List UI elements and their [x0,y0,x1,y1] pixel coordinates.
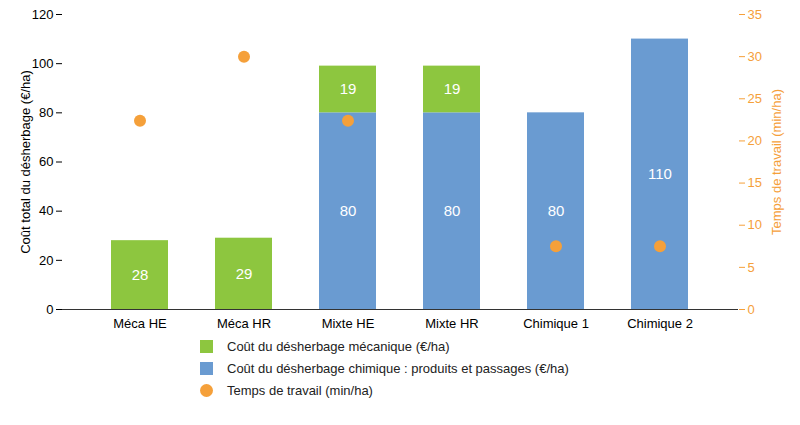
svg-text:Temps de travail (min/ha): Temps de travail (min/ha) [769,89,784,235]
svg-text:40: 40 [39,203,53,218]
svg-text:Mixte HR: Mixte HR [425,316,478,331]
html-text:Temps de travail (min/ha): Temps de travail (min/ha) [227,382,373,398]
html-text:Coût du désherbage mécanique (: Coût du désherbage mécanique (€/ha) [227,338,450,354]
svg-text:80: 80 [39,105,53,120]
svg-text:100: 100 [32,56,54,71]
svg-text:10: 10 [748,217,762,232]
svg-text:28: 28 [132,266,149,283]
svg-text:Méca HE: Méca HE [113,316,167,331]
svg-text:19: 19 [340,80,357,97]
svg-text:Chimique 1: Chimique 1 [523,316,589,331]
svg-text:110: 110 [648,165,672,182]
svg-text:Coût total du désherbage (€/ha: Coût total du désherbage (€/ha) [18,70,33,254]
svg-text:5: 5 [748,260,755,275]
svg-text:0: 0 [46,302,53,317]
svg-text:15: 15 [748,175,762,190]
svg-text:80: 80 [548,202,565,219]
svg-text:Chimique 2: Chimique 2 [627,316,693,331]
svg-text:60: 60 [39,154,53,169]
svg-text:30: 30 [748,49,762,64]
svg-text:35: 35 [748,7,762,22]
svg-text:Méca HR: Méca HR [217,316,271,331]
svg-text:29: 29 [236,265,253,282]
svg-text:Mixte HE: Mixte HE [322,316,375,331]
svg-text:25: 25 [748,91,762,106]
html-text:Coût du désherbage chimique :: Coût du désherbage chimique : produits e… [227,360,569,376]
svg-text:19: 19 [444,80,461,97]
svg-text:20: 20 [748,133,762,148]
svg-text:0: 0 [748,302,755,317]
svg-text:120: 120 [32,7,54,22]
svg-text:80: 80 [444,202,461,219]
svg-text:80: 80 [340,202,357,219]
svg-text:20: 20 [39,252,53,267]
